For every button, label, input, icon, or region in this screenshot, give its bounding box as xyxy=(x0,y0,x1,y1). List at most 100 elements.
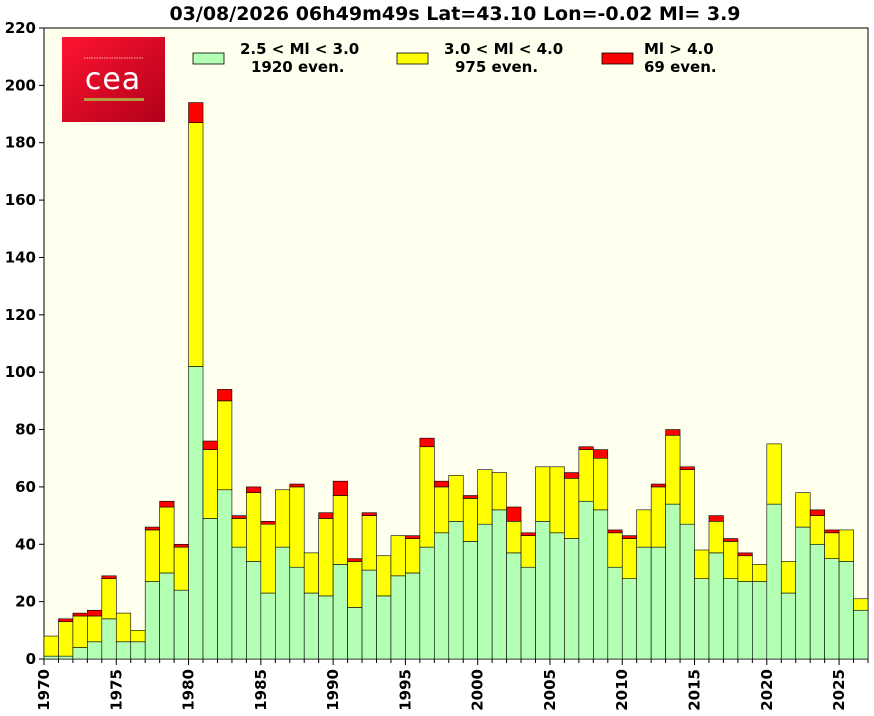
bar-2017-series-3 xyxy=(723,538,739,542)
bar-1978-series-1 xyxy=(159,572,175,660)
bar-2018-series-3 xyxy=(737,552,753,557)
legend-label-series-1-count: 1920 even. xyxy=(251,58,344,76)
y-tick-label: 100 xyxy=(5,363,36,381)
bar-1995-series-2 xyxy=(405,538,421,574)
bar-2012-series-2 xyxy=(650,486,666,548)
bar-1983-series-2 xyxy=(231,518,247,548)
x-tick-label: 1970 xyxy=(35,669,53,711)
bar-2009-series-2 xyxy=(607,532,623,568)
bar-1993-series-2 xyxy=(376,555,392,597)
bar-1989-series-2 xyxy=(318,518,334,597)
x-tick-label: 1975 xyxy=(107,669,125,711)
bar-1984-series-2 xyxy=(246,492,262,562)
bar-1982-series-1 xyxy=(217,489,233,660)
bar-1975-series-1 xyxy=(115,641,132,660)
bar-2019-series-1 xyxy=(752,581,768,660)
bar-2012-series-1 xyxy=(650,546,666,660)
bar-1972-series-2 xyxy=(72,615,88,648)
bar-1977-series-2 xyxy=(144,529,160,582)
bar-1980-series-2 xyxy=(188,122,204,367)
bar-1978-series-3 xyxy=(159,500,175,508)
bar-1980-series-3 xyxy=(188,102,204,123)
bar-2016-series-2 xyxy=(708,521,724,554)
x-tick-label: 2000 xyxy=(469,669,487,711)
bar-1995-series-1 xyxy=(405,572,421,660)
bar-2026-series-1 xyxy=(853,609,869,660)
bar-2011-series-1 xyxy=(636,546,652,660)
bar-2023-series-1 xyxy=(809,543,825,660)
bar-1976-series-2 xyxy=(130,630,146,643)
bar-2007-series-1 xyxy=(578,500,594,660)
bar-1985-series-3 xyxy=(260,521,276,525)
legend-label-series-2-count: 975 even. xyxy=(455,58,538,76)
bar-2005-series-2 xyxy=(549,466,565,534)
x-tick-label: 2010 xyxy=(613,669,631,711)
y-tick-label: 60 xyxy=(15,478,36,496)
bar-1970-series-1 xyxy=(43,655,59,660)
bar-1975-series-2 xyxy=(115,612,132,643)
bar-2025-series-2 xyxy=(838,529,854,562)
bar-2019-series-2 xyxy=(752,564,768,582)
bar-1986-series-1 xyxy=(274,546,291,660)
bar-1988-series-2 xyxy=(303,552,319,594)
bar-1987-series-1 xyxy=(289,566,305,660)
bar-1983-series-1 xyxy=(231,546,247,660)
bar-2014-series-3 xyxy=(679,466,695,470)
bar-1972-series-3 xyxy=(72,612,88,617)
bar-1970-series-2 xyxy=(43,635,59,657)
bar-2023-series-2 xyxy=(809,515,825,545)
bar-2003-series-3 xyxy=(520,532,536,536)
bar-2020-series-2 xyxy=(766,443,782,505)
bar-1990-series-3 xyxy=(332,480,348,496)
bar-2007-series-3 xyxy=(578,446,594,450)
bar-2021-series-1 xyxy=(780,592,797,660)
bar-2017-series-2 xyxy=(723,541,739,579)
bar-1986-series-2 xyxy=(274,489,291,548)
bar-2014-series-2 xyxy=(679,469,695,525)
bar-1974-series-3 xyxy=(101,575,117,579)
bar-2009-series-3 xyxy=(607,529,623,534)
bar-1997-series-3 xyxy=(434,480,450,488)
bar-1996-series-3 xyxy=(419,437,435,448)
bar-1971-series-1 xyxy=(58,655,74,660)
bar-2003-series-2 xyxy=(520,535,536,568)
bar-1991-series-1 xyxy=(347,607,363,660)
bar-2000-series-1 xyxy=(477,523,493,660)
bar-1990-series-2 xyxy=(332,495,348,565)
bar-1990-series-1 xyxy=(332,564,348,660)
bar-1973-series-2 xyxy=(87,615,103,643)
bar-1993-series-1 xyxy=(376,595,392,660)
bar-2012-series-3 xyxy=(650,483,666,488)
bar-1995-series-3 xyxy=(405,535,421,539)
bar-2024-series-2 xyxy=(824,532,840,559)
bar-2024-series-3 xyxy=(824,529,840,534)
x-tick-label: 2020 xyxy=(758,669,776,711)
x-tick-label: 2015 xyxy=(686,669,704,711)
bar-1998-series-1 xyxy=(448,521,464,660)
logo-text: cea xyxy=(85,62,141,97)
bar-2008-series-2 xyxy=(593,457,609,511)
bar-1971-series-3 xyxy=(58,618,74,623)
bar-2006-series-1 xyxy=(564,538,580,660)
bar-2023-series-3 xyxy=(809,509,825,516)
bar-1992-series-1 xyxy=(361,569,377,660)
legend-swatch-series-1 xyxy=(192,52,225,65)
bar-1984-series-3 xyxy=(246,486,262,493)
bar-1978-series-2 xyxy=(159,506,175,574)
bar-2004-series-1 xyxy=(535,521,551,660)
bar-2010-series-2 xyxy=(621,538,638,579)
bar-2015-series-2 xyxy=(694,549,710,579)
bar-2001-series-2 xyxy=(491,472,507,511)
bar-2013-series-1 xyxy=(665,503,681,660)
x-axis: 1970 1975 1980 1985 1990 1995 2000 2005 2010 2015… xyxy=(35,659,869,711)
bar-1987-series-3 xyxy=(289,483,305,488)
bar-1976-series-1 xyxy=(130,641,146,660)
cea-logo: cea xyxy=(62,37,165,122)
bar-2013-series-3 xyxy=(665,429,681,436)
bar-1982-series-3 xyxy=(217,389,233,402)
bar-2002-series-1 xyxy=(506,552,522,660)
bar-1985-series-2 xyxy=(260,523,276,594)
chart-title: 03/08/2026 06h49m49s Lat=43.10 Lon=-0.02… xyxy=(169,3,740,25)
bar-1973-series-3 xyxy=(87,609,103,617)
bar-2000-series-2 xyxy=(477,469,493,525)
